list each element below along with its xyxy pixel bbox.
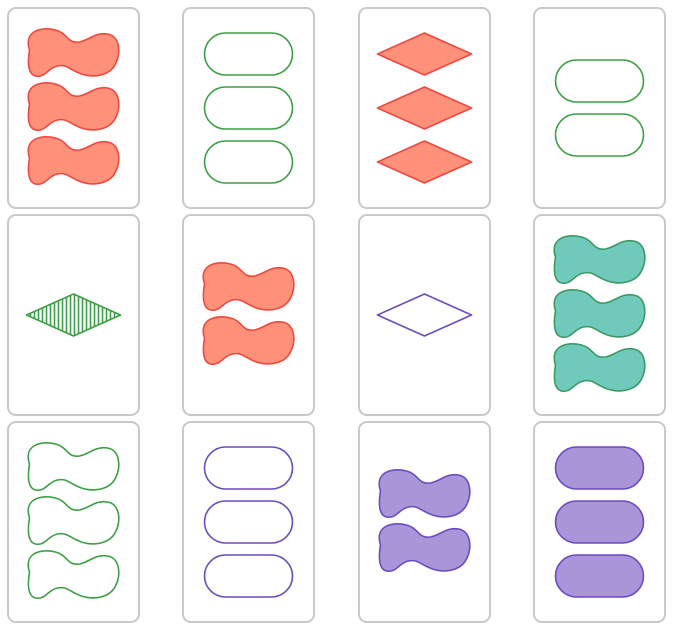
card-1-green-striped-diamond[interactable] bbox=[7, 214, 140, 416]
diamond-symbol bbox=[376, 86, 473, 130]
card-3-red-solid-squiggle[interactable] bbox=[7, 7, 140, 209]
squiggle-symbol bbox=[553, 343, 646, 393]
squiggle-symbol bbox=[27, 496, 120, 546]
card-face bbox=[203, 446, 294, 598]
squiggle-symbol bbox=[202, 262, 295, 312]
card-2-green-outline-oval[interactable] bbox=[533, 7, 666, 209]
card-face bbox=[378, 469, 471, 573]
card-3-red-solid-diamond[interactable] bbox=[358, 7, 491, 209]
card-3-purple-solid-oval[interactable] bbox=[533, 421, 666, 623]
oval-symbol bbox=[554, 554, 645, 598]
card-face bbox=[554, 59, 645, 157]
card-face bbox=[203, 32, 294, 184]
squiggle-symbol bbox=[27, 28, 120, 78]
oval-symbol bbox=[554, 113, 645, 157]
squiggle-symbol bbox=[553, 289, 646, 339]
squiggle-symbol bbox=[378, 523, 471, 573]
squiggle-symbol bbox=[27, 442, 120, 492]
oval-symbol bbox=[203, 140, 294, 184]
card-face bbox=[376, 293, 473, 337]
diamond-symbol bbox=[25, 293, 122, 337]
diamond-symbol bbox=[376, 293, 473, 337]
diamond-symbol bbox=[376, 140, 473, 184]
oval-symbol bbox=[203, 32, 294, 76]
card-face bbox=[27, 28, 120, 186]
card-face bbox=[376, 32, 473, 184]
card-1-purple-outline-diamond[interactable] bbox=[358, 214, 491, 416]
card-3-green-outline-squiggle[interactable] bbox=[7, 421, 140, 623]
oval-symbol bbox=[203, 86, 294, 130]
squiggle-symbol bbox=[27, 136, 120, 186]
card-face bbox=[554, 446, 645, 598]
card-2-purple-solid-squiggle[interactable] bbox=[358, 421, 491, 623]
oval-symbol bbox=[203, 446, 294, 490]
squiggle-symbol bbox=[27, 82, 120, 132]
oval-symbol bbox=[203, 500, 294, 544]
oval-symbol bbox=[554, 59, 645, 103]
squiggle-symbol bbox=[553, 235, 646, 285]
card-2-red-solid-squiggle[interactable] bbox=[182, 214, 315, 416]
squiggle-symbol bbox=[378, 469, 471, 519]
card-face bbox=[27, 442, 120, 600]
card-face bbox=[25, 293, 122, 337]
card-face bbox=[202, 262, 295, 366]
oval-symbol bbox=[554, 500, 645, 544]
card-3-teal-solid-squiggle[interactable] bbox=[533, 214, 666, 416]
card-3-green-outline-oval[interactable] bbox=[182, 7, 315, 209]
oval-symbol bbox=[554, 446, 645, 490]
card-3-purple-outline-oval[interactable] bbox=[182, 421, 315, 623]
squiggle-symbol bbox=[202, 316, 295, 366]
diamond-symbol bbox=[376, 32, 473, 76]
card-face bbox=[553, 235, 646, 393]
squiggle-symbol bbox=[27, 550, 120, 600]
oval-symbol bbox=[203, 554, 294, 598]
